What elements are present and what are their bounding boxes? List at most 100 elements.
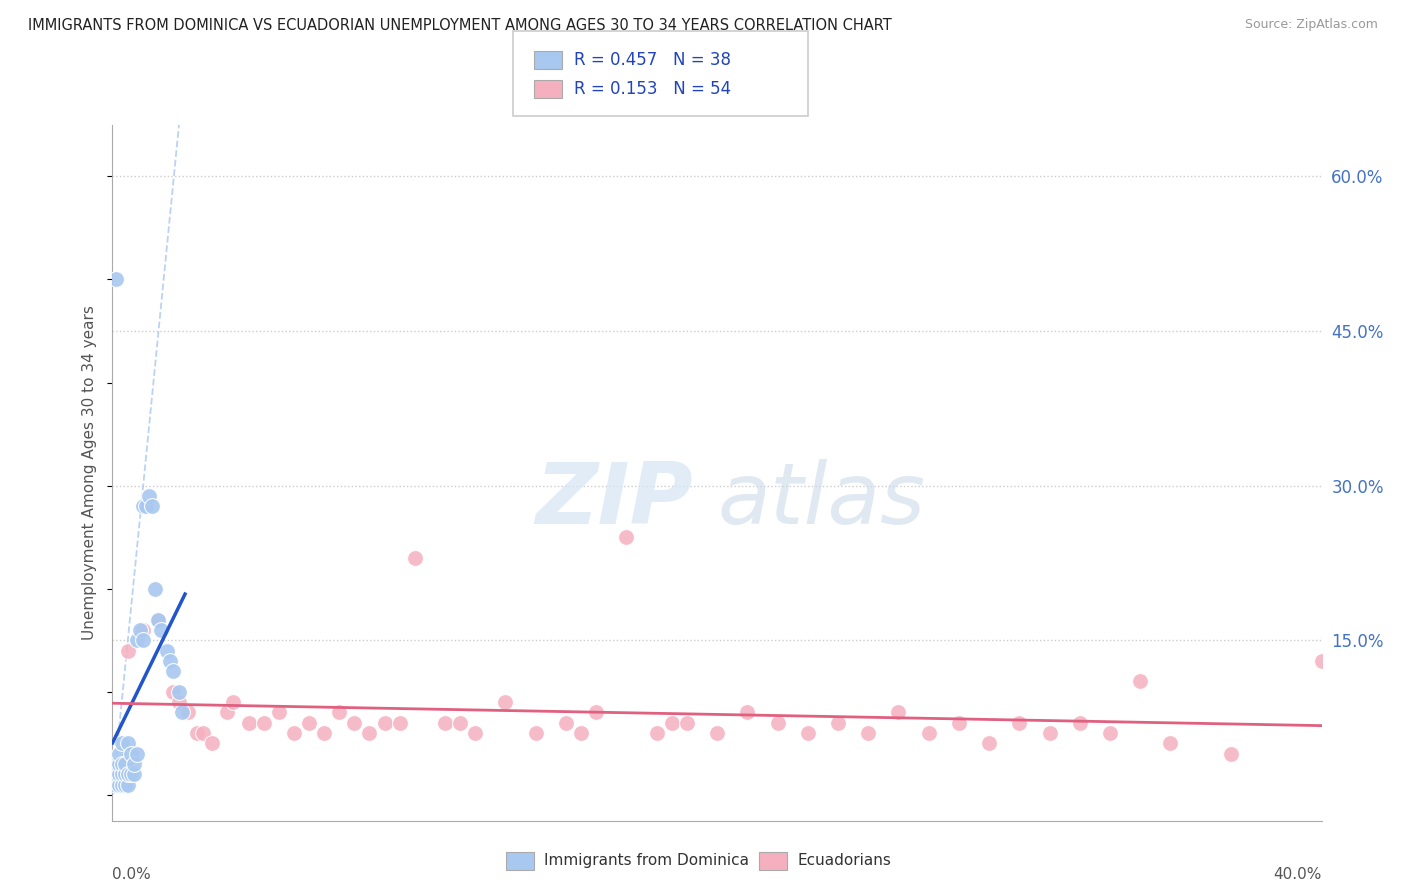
Point — [796, 726, 818, 740]
Point — [146, 613, 169, 627]
Point — [253, 715, 276, 730]
Point — [1069, 715, 1091, 730]
Point — [107, 756, 129, 771]
Point — [159, 654, 181, 668]
Text: atlas: atlas — [717, 459, 925, 542]
Point — [887, 706, 910, 720]
Text: Source: ZipAtlas.com: Source: ZipAtlas.com — [1244, 18, 1378, 31]
Point — [117, 778, 139, 792]
Point — [238, 715, 260, 730]
Point — [107, 756, 129, 771]
Point — [1159, 736, 1181, 750]
Text: 40.0%: 40.0% — [1274, 867, 1322, 882]
Point — [110, 736, 132, 750]
Text: Ecuadorians: Ecuadorians — [797, 854, 891, 868]
Point — [314, 726, 336, 740]
Point — [110, 756, 132, 771]
Point — [464, 726, 486, 740]
Point — [117, 736, 139, 750]
Point — [149, 623, 172, 637]
Point — [1310, 654, 1333, 668]
Point — [766, 715, 789, 730]
Point — [554, 715, 576, 730]
Point — [132, 623, 155, 637]
Point — [114, 767, 136, 781]
Point — [141, 500, 163, 514]
Text: ZIP: ZIP — [536, 459, 693, 542]
Point — [918, 726, 941, 740]
Text: R = 0.153   N = 54: R = 0.153 N = 54 — [574, 80, 731, 98]
Point — [1220, 747, 1243, 761]
Point — [132, 500, 155, 514]
Point — [162, 664, 184, 678]
Point — [117, 643, 139, 657]
Point — [283, 726, 305, 740]
Point — [1008, 715, 1031, 730]
Point — [125, 633, 148, 648]
Point — [1129, 674, 1152, 689]
Point — [110, 767, 132, 781]
Point — [569, 726, 592, 740]
Point — [167, 695, 190, 709]
Point — [143, 582, 166, 596]
Point — [359, 726, 381, 740]
Point — [107, 747, 129, 761]
Point — [162, 685, 184, 699]
Point — [948, 715, 970, 730]
Point — [117, 767, 139, 781]
Point — [114, 756, 136, 771]
Text: IMMIGRANTS FROM DOMINICA VS ECUADORIAN UNEMPLOYMENT AMONG AGES 30 TO 34 YEARS CO: IMMIGRANTS FROM DOMINICA VS ECUADORIAN U… — [28, 18, 891, 33]
Point — [114, 778, 136, 792]
Point — [1038, 726, 1062, 740]
Text: R = 0.457   N = 38: R = 0.457 N = 38 — [574, 51, 731, 69]
Point — [433, 715, 456, 730]
Point — [104, 272, 127, 286]
Point — [186, 726, 208, 740]
Point — [267, 706, 290, 720]
Point — [661, 715, 683, 730]
Point — [104, 778, 127, 792]
Text: 0.0%: 0.0% — [112, 867, 152, 882]
Point — [156, 643, 179, 657]
Point — [146, 613, 169, 627]
Point — [977, 736, 1000, 750]
Point — [675, 715, 697, 730]
Point — [495, 695, 517, 709]
Point — [104, 756, 127, 771]
Point — [191, 726, 214, 740]
Point — [328, 706, 350, 720]
Point — [524, 726, 547, 740]
Point — [298, 715, 321, 730]
Point — [122, 756, 145, 771]
Text: Immigrants from Dominica: Immigrants from Dominica — [544, 854, 749, 868]
Point — [388, 715, 411, 730]
Point — [217, 706, 239, 720]
Point — [856, 726, 880, 740]
Point — [135, 500, 157, 514]
Point — [107, 778, 129, 792]
Point — [120, 747, 142, 761]
Point — [120, 767, 142, 781]
Point — [343, 715, 366, 730]
Point — [449, 715, 471, 730]
Point — [125, 747, 148, 761]
Point — [167, 685, 190, 699]
Point — [107, 767, 129, 781]
Point — [138, 489, 160, 503]
Point — [104, 767, 127, 781]
Point — [122, 767, 145, 781]
Point — [706, 726, 728, 740]
Point — [374, 715, 396, 730]
Point — [645, 726, 668, 740]
Point — [110, 778, 132, 792]
Y-axis label: Unemployment Among Ages 30 to 34 years: Unemployment Among Ages 30 to 34 years — [82, 305, 97, 640]
Point — [616, 530, 638, 544]
Point — [585, 706, 607, 720]
Point — [177, 706, 200, 720]
Point — [128, 623, 150, 637]
Point — [222, 695, 245, 709]
Point — [170, 706, 193, 720]
Point — [737, 706, 759, 720]
Point — [201, 736, 224, 750]
Point — [404, 550, 426, 565]
